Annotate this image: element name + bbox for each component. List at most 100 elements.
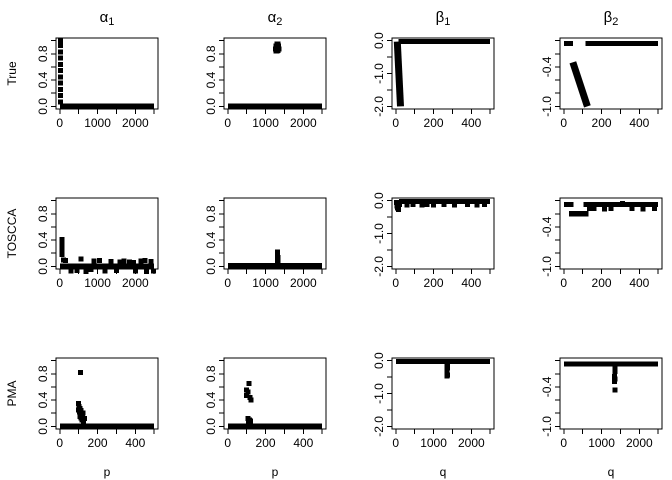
x-tick-label: 0 [224,436,231,450]
x-tick-label: 2000 [458,436,485,450]
panel-title: β1 [436,9,451,28]
data-mark-point [276,46,282,52]
data-mark-band [395,358,491,364]
x-tick-label: 0 [56,116,63,130]
data-mark-point [410,202,416,208]
data-mark-point [275,41,281,47]
x-tick-label: 1000 [84,276,111,290]
y-tick-label: 0.8 [36,45,50,62]
x-tick-label: 1000 [252,276,279,290]
data-mark-point [58,55,64,61]
data-mark-band [59,263,155,269]
data-mark-band [398,38,491,44]
data-mark-point [80,418,86,424]
y-tick-label: 0.8 [36,365,50,382]
y-tick-label: -0.4 [540,56,554,77]
x-axis-label: p [104,465,111,479]
data-mark-band [612,365,618,374]
plot-box [55,197,159,270]
x-tick-label: 400 [293,436,313,450]
data-mark-point [102,268,108,274]
y-tick-label: -1.0 [372,383,386,404]
data-mark-point [243,392,249,398]
x-tick-label: 0 [56,436,63,450]
data-mark-segment [393,41,404,107]
data-mark-point [247,394,253,400]
data-mark-point [76,400,82,406]
plot-pma-beta2: 0 1000 2000 -0.4 -1.0 q [540,357,663,479]
data-mark-point [91,258,97,264]
data-mark-band [59,236,65,258]
plot-box [55,37,159,110]
data-mark-point [150,268,156,274]
data-mark-band [585,41,659,47]
y-tick-label: -1.0 [540,416,554,437]
x-tick-label: 2000 [626,436,653,450]
data-mark-point [431,202,437,208]
x-tick-label: 2000 [290,116,317,130]
plot-box [559,197,663,270]
data-mark-point [474,202,480,208]
x-tick-label: 200 [424,276,444,290]
x-axis-label: q [608,465,615,479]
y-tick-label: 0.8 [204,205,218,222]
data-mark-band [275,249,281,257]
data-mark-band [227,103,323,110]
panel-toscca-beta1: 0 200 400 0.0 -1.0 -2.0 [336,160,504,320]
y-tick-label: 0.0 [204,418,218,435]
panel-toscca-beta2: 0 200 400 -0.4 -1.0 [504,160,672,320]
data-mark-point [58,68,64,74]
y-tick-label: -0.4 [540,376,554,397]
data-mark-band [563,361,659,367]
data-mark-point [640,206,646,212]
y-tick-label: 0.8 [36,205,50,222]
plot-box [559,357,663,430]
y-tick-label: -1.0 [540,96,554,117]
panel-title: β2 [604,9,619,28]
panel-pma-alpha1: 0 200 400 0.0 0.4 0.8 PMA p [0,320,168,480]
y-tick-label: -1.0 [372,223,386,244]
plot-true-beta2: 0 200 400 -0.4 -1.0 β2 [540,9,663,130]
x-tick-label: 1000 [420,436,447,450]
plot-pma-alpha1: 0 200 400 0.0 0.4 0.8 PMA p [5,357,159,479]
data-mark-point [612,376,618,382]
data-mark-point [611,373,617,379]
data-mark-band [569,211,589,217]
panel-title: α1 [100,9,115,28]
plot-box [55,357,159,430]
data-mark-point [629,206,635,212]
data-mark-point [619,200,625,206]
x-tick-label: 400 [461,276,481,290]
plot-toscca-alpha2: 0 1000 2000 0.0 0.4 0.8 [204,197,327,290]
data-mark-point [58,99,64,105]
y-tick-label: 0.0 [204,258,218,275]
data-mark-point [58,93,64,99]
x-tick-label: 0 [56,276,63,290]
plot-true-beta1: 0 200 400 0.0 -1.0 -2.0 β1 [372,9,495,130]
y-tick-label: 0.4 [36,71,50,88]
data-mark-band [227,263,323,270]
y-tick-label: 0.4 [204,71,218,88]
x-tick-label: 1000 [84,116,111,130]
y-tick-label: 0.8 [204,365,218,382]
plot-toscca-beta2: 0 200 400 -0.4 -1.0 [540,197,663,290]
data-mark-point [58,80,64,86]
x-tick-label: 0 [392,116,399,130]
x-tick-label: 0 [224,116,231,130]
x-tick-label: 0 [392,436,399,450]
x-tick-label: 0 [224,276,231,290]
data-mark-point [148,258,154,264]
plot-box [223,197,327,270]
x-axis-label: q [440,465,447,479]
data-mark-point [246,381,252,387]
y-tick-label: -0.4 [540,216,554,237]
data-mark-point [61,257,67,263]
data-mark-point [121,258,127,264]
plot-box [559,37,663,110]
panel-toscca-alpha1: 0 1000 2000 0.0 0.4 0.8 TOSCCA [0,160,168,320]
data-mark-point [612,379,618,385]
row-label: True [5,61,19,86]
y-tick-label: -1.0 [372,63,386,84]
data-mark-band [444,363,450,371]
